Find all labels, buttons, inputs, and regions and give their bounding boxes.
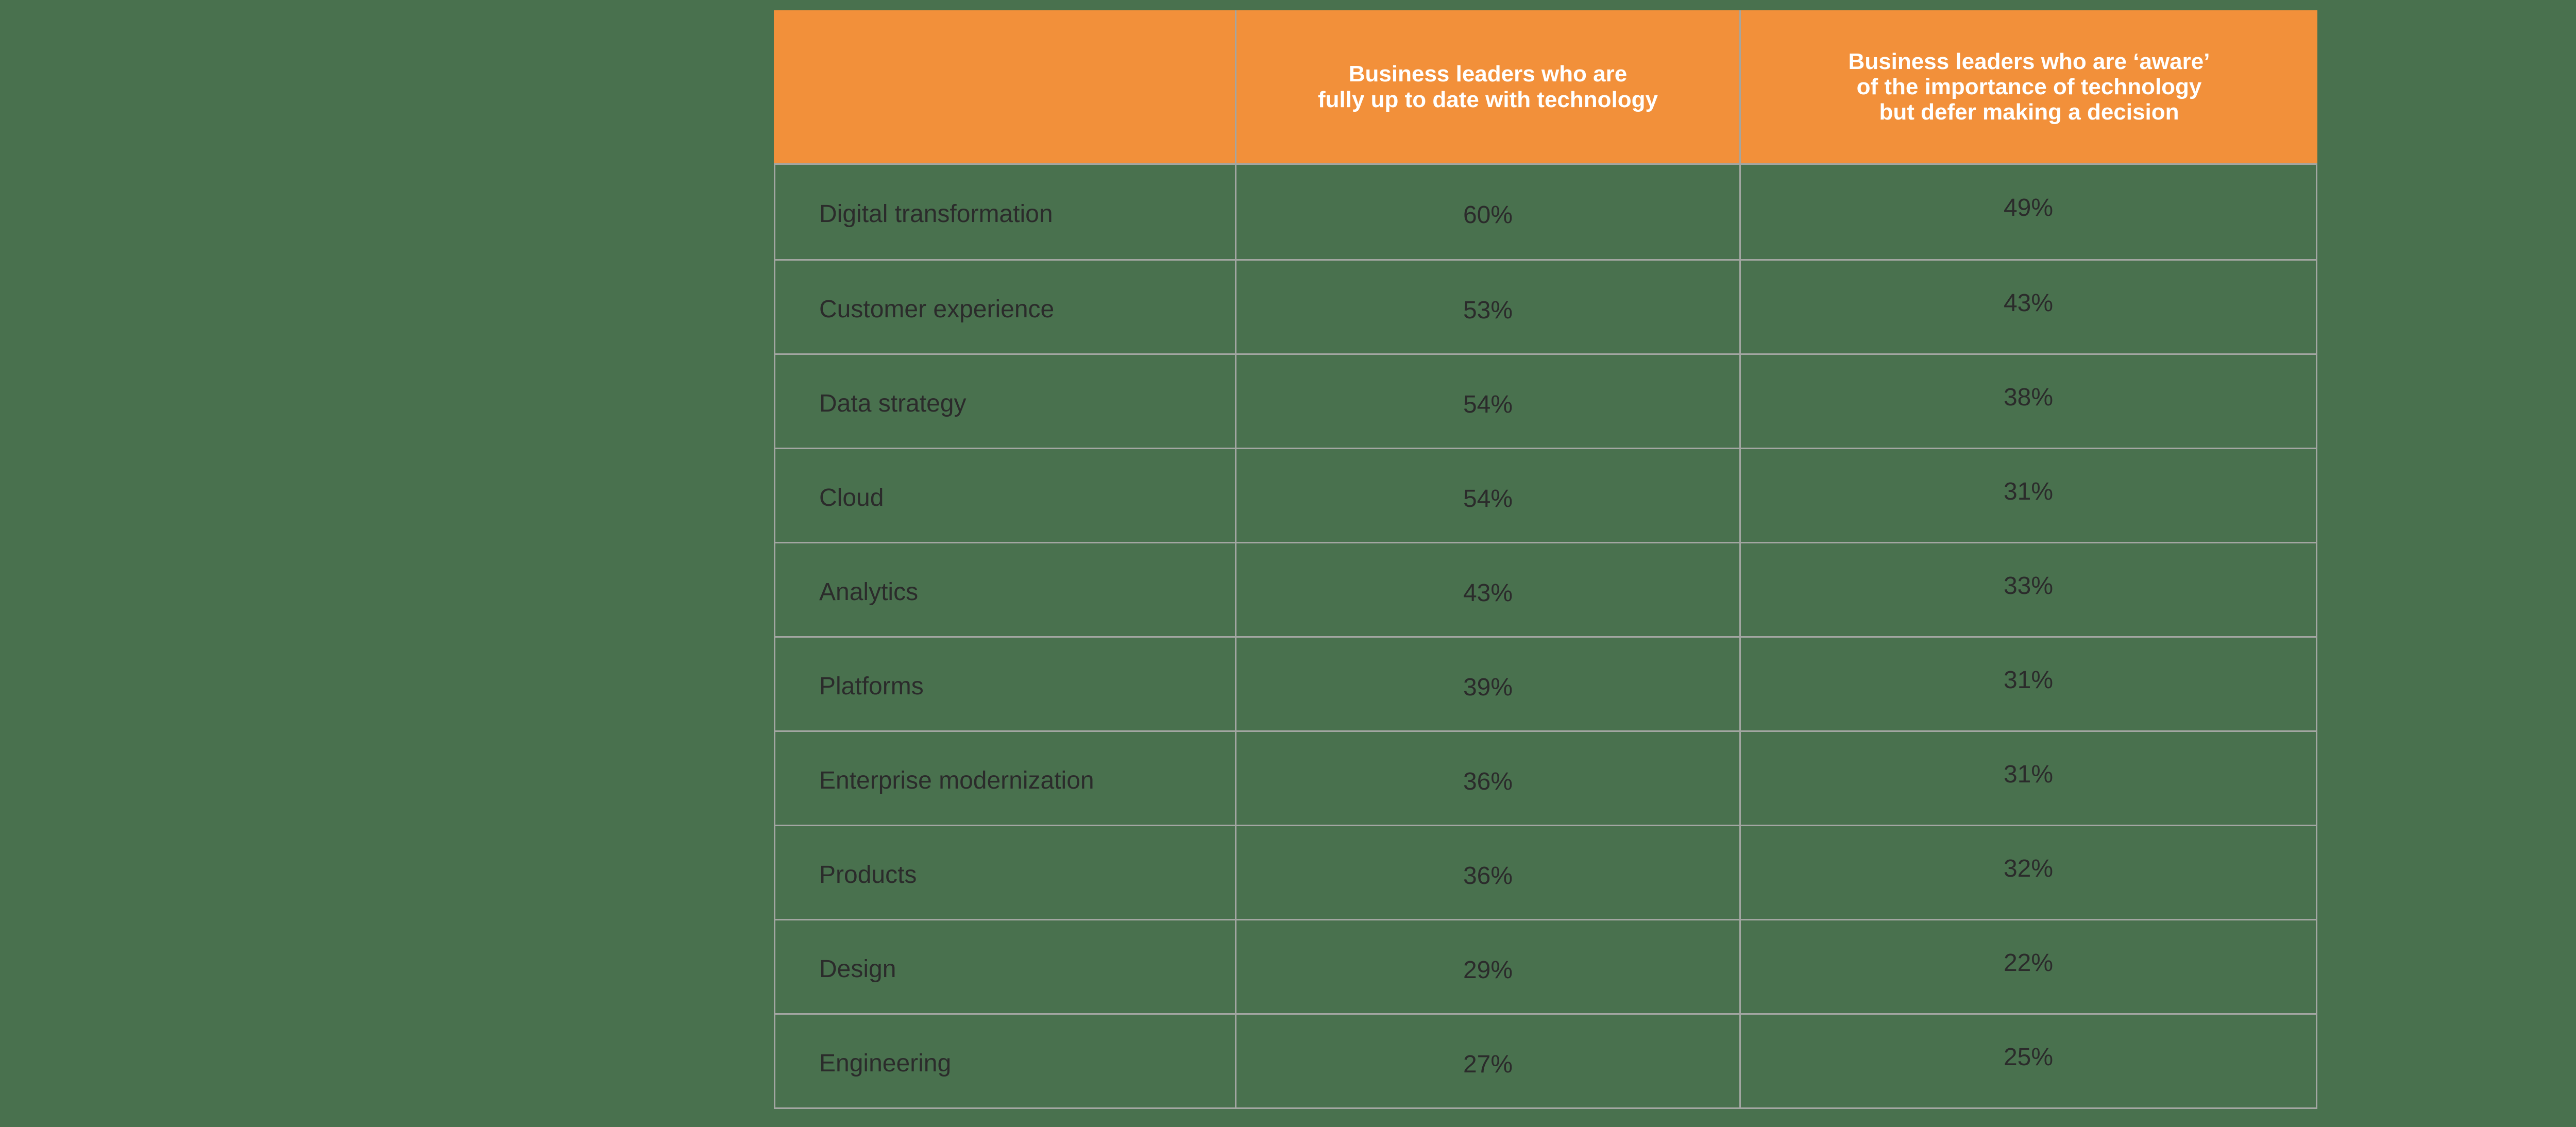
value-up-to-date: 43% xyxy=(1235,543,1739,636)
value-aware-defer: 43% xyxy=(1739,261,2316,353)
value-aware-defer: 31% xyxy=(1739,638,2316,730)
table-row: Platforms 39% 31% xyxy=(775,636,2316,730)
value-up-to-date: 36% xyxy=(1235,826,1739,919)
table-row: Design 29% 22% xyxy=(775,919,2316,1013)
row-label: Products xyxy=(819,861,917,889)
table-row: Engineering 27% 25% xyxy=(775,1013,2316,1107)
value-aware-defer: 33% xyxy=(1739,543,2316,636)
row-label: Digital transformation xyxy=(819,200,1053,228)
value-up-to-date: 39% xyxy=(1235,638,1739,730)
value-up-to-date: 54% xyxy=(1235,449,1739,542)
row-label: Platforms xyxy=(819,672,924,700)
table-body: Digital transformation 60% 49% Customer … xyxy=(774,165,2317,1109)
value-up-to-date: 29% xyxy=(1235,920,1739,1013)
row-label: Design xyxy=(819,955,896,983)
row-label: Cloud xyxy=(819,484,884,511)
comparison-table: Business leaders who are fully up to dat… xyxy=(774,10,2317,1109)
value-up-to-date: 54% xyxy=(1235,355,1739,448)
header-cell-empty xyxy=(774,10,1235,163)
value-aware-defer: 31% xyxy=(1739,732,2316,825)
table-row: Analytics 43% 33% xyxy=(775,542,2316,636)
value-aware-defer: 38% xyxy=(1739,355,2316,448)
header-cell-aware-defer: Business leaders who are ‘aware’ of the … xyxy=(1739,10,2317,163)
value-aware-defer: 31% xyxy=(1739,449,2316,542)
table-row: Digital transformation 60% 49% xyxy=(775,165,2316,259)
row-label: Analytics xyxy=(819,578,919,606)
row-label: Customer experience xyxy=(819,295,1055,323)
row-label: Engineering xyxy=(819,1049,952,1077)
value-aware-defer: 25% xyxy=(1739,1015,2316,1107)
value-up-to-date: 27% xyxy=(1235,1015,1739,1107)
table-row: Products 36% 32% xyxy=(775,825,2316,919)
header-row: Business leaders who are fully up to dat… xyxy=(774,10,2317,165)
table-row: Cloud 54% 31% xyxy=(775,448,2316,542)
value-aware-defer: 32% xyxy=(1739,826,2316,919)
header-cell-up-to-date: Business leaders who are fully up to dat… xyxy=(1235,10,1739,163)
value-up-to-date: 53% xyxy=(1235,261,1739,353)
value-up-to-date: 60% xyxy=(1235,165,1739,259)
table-row: Data strategy 54% 38% xyxy=(775,353,2316,448)
value-up-to-date: 36% xyxy=(1235,732,1739,825)
value-aware-defer: 22% xyxy=(1739,920,2316,1013)
value-aware-defer: 49% xyxy=(1739,165,2316,259)
table-row: Enterprise modernization 36% 31% xyxy=(775,730,2316,825)
row-label: Enterprise modernization xyxy=(819,766,1094,794)
table-row: Customer experience 53% 43% xyxy=(775,259,2316,353)
row-label: Data strategy xyxy=(819,389,967,417)
